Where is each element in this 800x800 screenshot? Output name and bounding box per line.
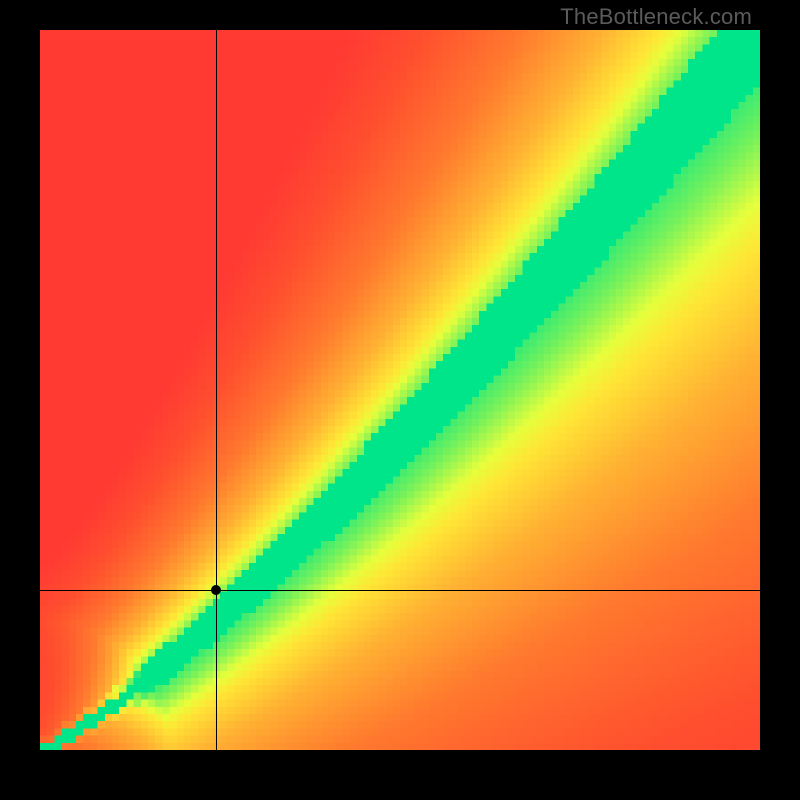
bottleneck-heatmap-canvas [40, 30, 760, 750]
heatmap-plot-area [40, 30, 760, 750]
crosshair-vertical-line [216, 30, 217, 750]
crosshair-marker-dot [211, 585, 221, 595]
watermark-text: TheBottleneck.com [560, 4, 752, 30]
crosshair-horizontal-line [40, 590, 760, 591]
